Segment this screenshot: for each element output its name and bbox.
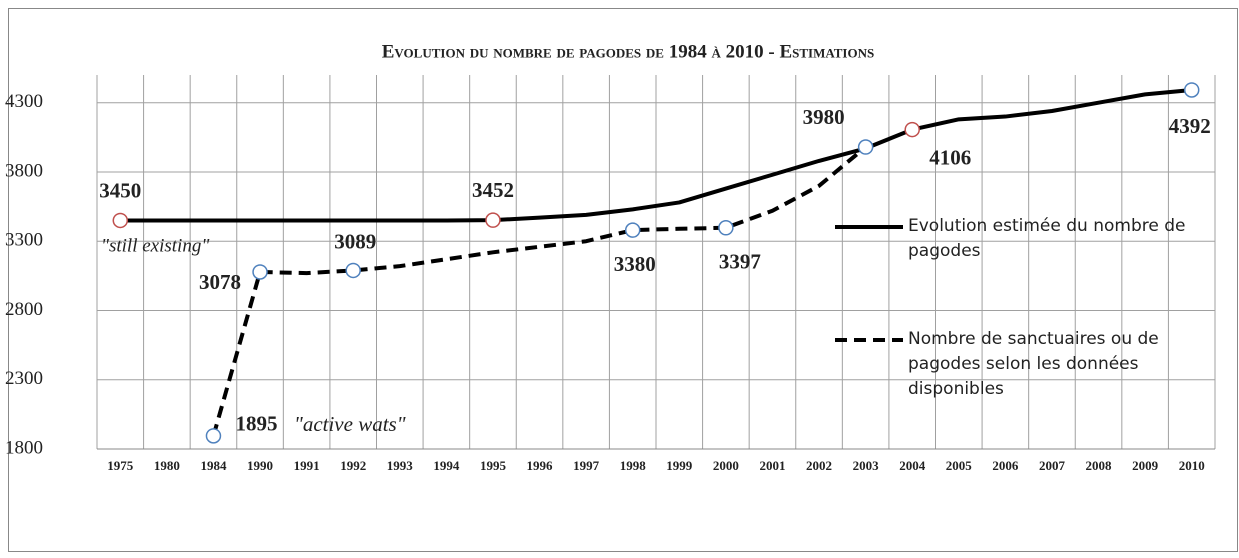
x-tick-label: 2000 <box>713 458 739 473</box>
x-tick-label: 1995 <box>480 458 507 473</box>
x-tick-label: 1993 <box>387 458 414 473</box>
data-label: 3980 <box>803 105 845 129</box>
x-tick-label: 1975 <box>107 458 134 473</box>
x-tick-label: 1998 <box>620 458 647 473</box>
y-tick-label: 3800 <box>5 160 43 181</box>
point-marker <box>624 222 641 238</box>
data-label: 4106 <box>929 145 971 169</box>
annotation: "still existing" <box>101 235 210 256</box>
x-tick-label: 2001 <box>759 458 785 473</box>
x-tick-label: 1994 <box>433 458 460 473</box>
legend-label: Evolution estimée du nombre de pagodes <box>908 216 1186 261</box>
data-label: 3397 <box>719 250 761 274</box>
x-tick-label: 1991 <box>294 458 320 473</box>
y-tick-label: 2300 <box>5 368 43 389</box>
chart-title: Evolution du nombre de pagodes de 1984 à… <box>382 41 874 62</box>
data-label: 3450 <box>99 178 141 202</box>
x-tick-label: 1992 <box>340 458 366 473</box>
x-tick-label: 2007 <box>1039 458 1066 473</box>
data-label: 3089 <box>334 229 376 253</box>
data-label: 3380 <box>614 252 656 276</box>
y-tick-label: 4300 <box>5 91 43 112</box>
x-tick-label: 1990 <box>247 458 273 473</box>
point-marker <box>1183 82 1200 98</box>
y-tick-label: 2800 <box>5 299 43 320</box>
x-tick-label: 2008 <box>1086 458 1113 473</box>
point-marker <box>718 220 734 236</box>
x-tick-label: 2009 <box>1132 458 1159 473</box>
annotation: "active wats" <box>294 412 406 436</box>
data-label: 3452 <box>472 178 514 202</box>
y-tick-label: 3300 <box>5 230 43 251</box>
data-label: 1895 <box>235 412 277 436</box>
x-tick-label: 1980 <box>154 458 180 473</box>
data-label: 3078 <box>199 270 241 294</box>
x-tick-label: 2002 <box>806 458 832 473</box>
point-marker <box>252 264 268 280</box>
chart-border <box>8 8 1238 552</box>
x-tick-label: 2003 <box>853 458 880 473</box>
point-marker <box>345 262 361 279</box>
x-tick-label: 2004 <box>899 458 926 473</box>
point-marker <box>857 139 874 155</box>
point-marker <box>205 428 222 444</box>
x-tick-label: 2005 <box>946 458 973 473</box>
legend-label: Nombre de sanctuaires ou de pagodes selo… <box>908 329 1159 399</box>
x-tick-label: 2010 <box>1179 458 1205 473</box>
x-tick-label: 1999 <box>666 458 693 473</box>
y-tick-label: 1800 <box>5 437 43 458</box>
x-tick-label: 1984 <box>200 458 227 473</box>
x-tick-label: 1996 <box>527 458 554 473</box>
data-label: 4392 <box>1169 114 1211 138</box>
series-line <box>211 145 867 437</box>
x-tick-label: 1997 <box>573 458 600 473</box>
series-line <box>120 87 1192 223</box>
point-marker <box>485 212 501 228</box>
x-tick-label: 2006 <box>992 458 1019 473</box>
point-marker <box>904 121 920 138</box>
point-marker <box>112 212 129 229</box>
